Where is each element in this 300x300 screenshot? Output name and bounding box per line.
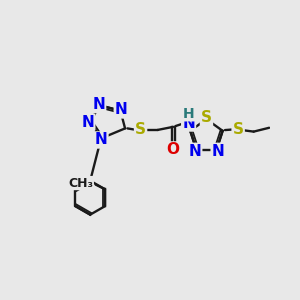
Text: N: N <box>95 132 107 147</box>
Text: H: H <box>183 107 194 121</box>
Text: N: N <box>92 97 105 112</box>
Text: N: N <box>115 102 128 117</box>
Text: S: S <box>201 110 212 125</box>
Text: CH₃: CH₃ <box>68 177 93 190</box>
Text: O: O <box>167 142 180 158</box>
Text: N: N <box>82 115 94 130</box>
Text: S: S <box>232 122 244 137</box>
Text: S: S <box>135 122 146 137</box>
Text: N: N <box>212 144 224 159</box>
Text: N: N <box>182 116 195 130</box>
Text: N: N <box>188 144 201 159</box>
